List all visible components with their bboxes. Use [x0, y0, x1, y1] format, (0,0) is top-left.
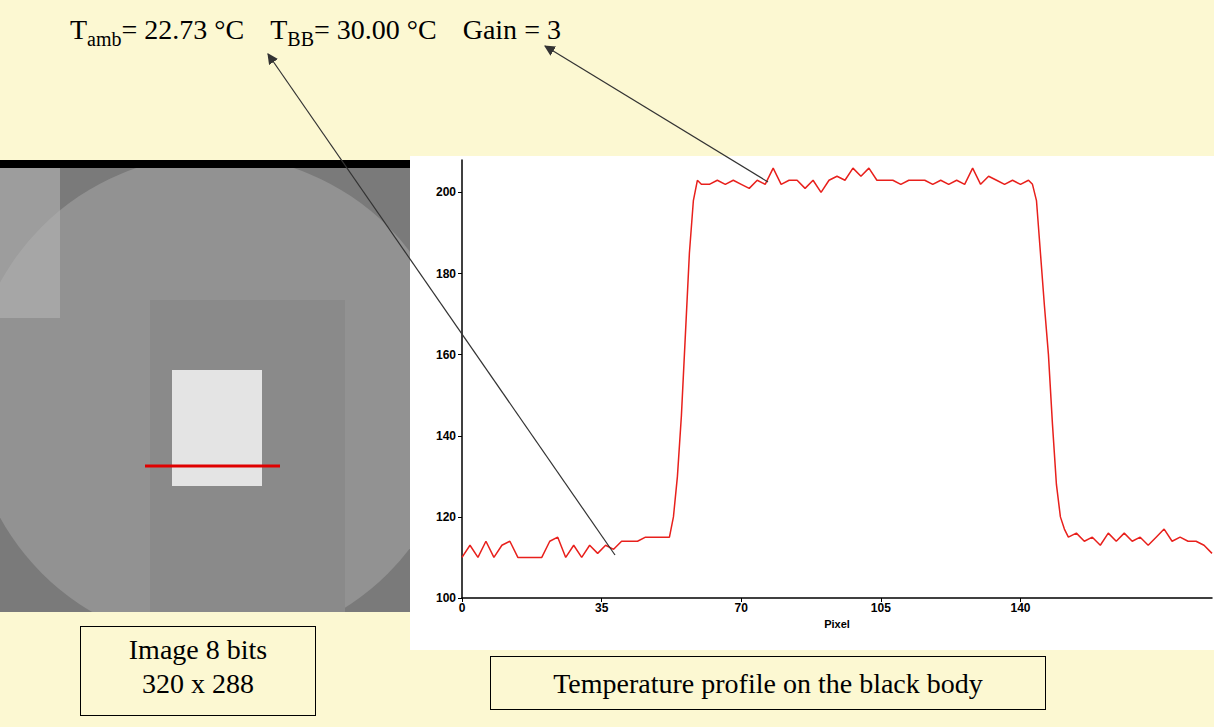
svg-text:200: 200	[436, 185, 456, 199]
svg-text:70: 70	[735, 601, 749, 615]
html-text:Tamb= 22.73 °C: Tamb= 22.73 °C	[70, 14, 245, 50]
svg-text:140: 140	[436, 429, 456, 443]
html-text:Temperature profile on the bla: Temperature profile on the black body	[553, 668, 983, 699]
html-text:320 x 288: 320 x 288	[142, 667, 254, 699]
svg-text:35: 35	[595, 601, 609, 615]
html-text:TBB= 30.00 °C: TBB= 30.00 °C	[270, 14, 437, 50]
svg-text:140: 140	[1010, 601, 1030, 615]
html-text:Image 8 bits: Image 8 bits	[128, 634, 268, 665]
svg-text:180: 180	[436, 267, 456, 281]
html-text:Gain = 3: Gain = 3	[462, 14, 561, 45]
svg-text:120: 120	[436, 510, 456, 524]
svg-text:100: 100	[436, 591, 456, 605]
svg-text:Pixel: Pixel	[824, 618, 850, 630]
svg-text:105: 105	[871, 601, 891, 615]
svg-text:0: 0	[459, 601, 466, 615]
svg-text:160: 160	[436, 348, 456, 362]
